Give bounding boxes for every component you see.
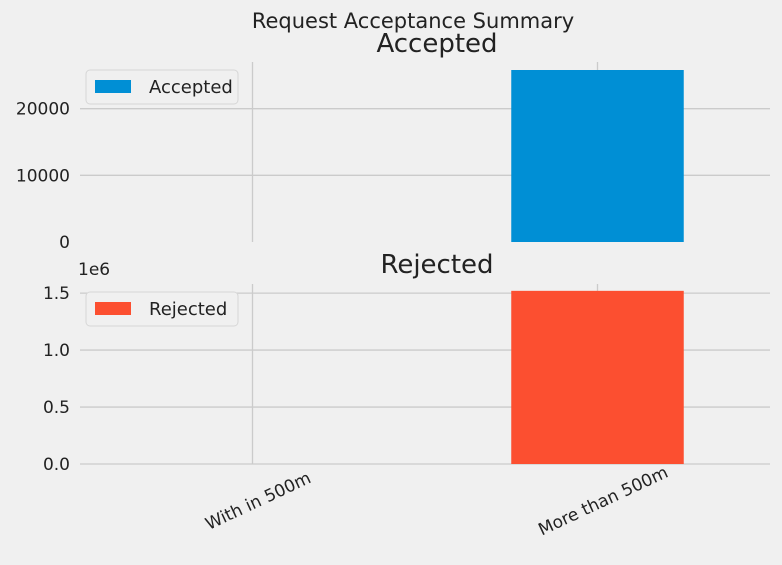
x-tick-label: More than 500m [535, 463, 671, 541]
legend: Rejected [85, 291, 239, 327]
legend-label: Rejected [149, 299, 227, 320]
y-tick-label: 20000 [16, 100, 70, 120]
legend-box [85, 69, 239, 105]
legend-swatch [95, 80, 131, 93]
legend-box [85, 291, 239, 327]
legend-swatch [95, 302, 131, 315]
y-tick-label: 1.5 [43, 284, 70, 304]
bar-rejected-1 [511, 290, 684, 464]
y-tick-label: 1.0 [43, 341, 70, 361]
figure-title: Request Acceptance Summary [252, 9, 574, 33]
y-tick-label: 0.5 [43, 398, 70, 418]
bar-accepted-1 [511, 70, 684, 242]
subplot-accepted: Accepted 0 10000 20000 Accepted [16, 29, 770, 253]
y-tick-label: 0 [59, 233, 70, 253]
y-tick-label: 0.0 [43, 455, 70, 475]
y-offset-label: 1e6 [78, 260, 110, 280]
subplot-title: Rejected [380, 250, 493, 280]
legend: Accepted [85, 69, 239, 105]
subplot-rejected: Rejected 0.0 0.5 1.0 1.5 1e6 Rejected [43, 250, 770, 475]
y-tick-label: 10000 [16, 166, 70, 186]
subplot-title: Accepted [376, 29, 497, 59]
legend-label: Accepted [149, 77, 233, 98]
x-tick-label: With in 500m [203, 468, 315, 534]
